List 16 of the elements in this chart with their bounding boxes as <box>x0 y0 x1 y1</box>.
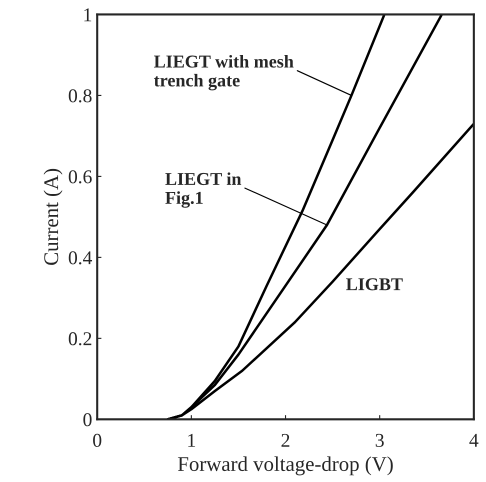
x-tick-label: 3 <box>376 434 384 447</box>
y-tick-label: 0.8 <box>68 89 92 102</box>
y-tick-label: 0.2 <box>68 332 92 346</box>
x-axis-title: Forward voltage-drop (V) <box>178 456 393 476</box>
x-tick-label: 2 <box>282 434 290 447</box>
y-tick-label: 0.4 <box>68 251 92 264</box>
y-tick-label: 0 <box>83 413 92 426</box>
annotation: LIEGT in Fig.1 <box>165 172 242 208</box>
y-tick-label: 1 <box>84 8 92 22</box>
x-tick-label: 4 <box>469 434 478 447</box>
y-tick-label: 0.6 <box>68 170 92 184</box>
x-tick-label: 0 <box>93 434 102 447</box>
x-tick-label: 1 <box>188 434 196 447</box>
y-axis-title: Current (A) <box>44 168 62 265</box>
annotation: LIEGT with mesh trench gate <box>154 54 294 90</box>
annotation: LIGBT <box>346 278 403 290</box>
